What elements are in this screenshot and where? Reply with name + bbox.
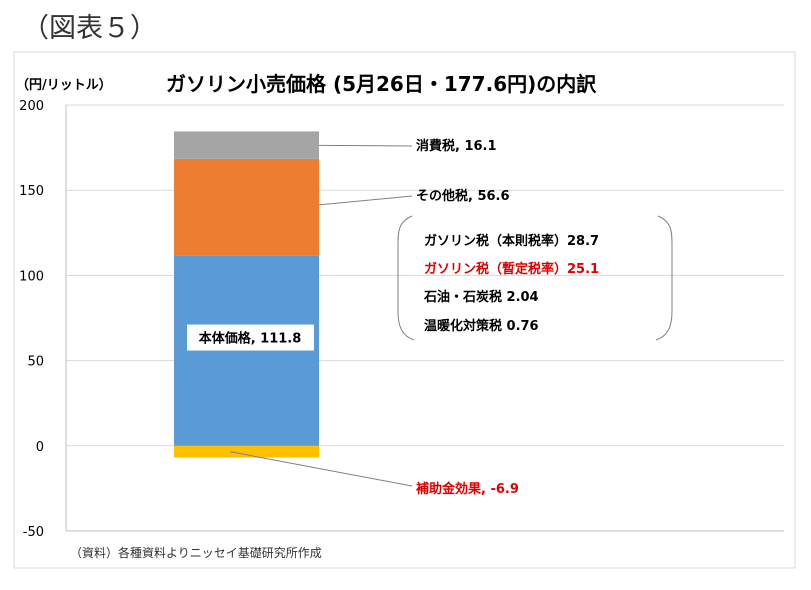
y-tick-label: 150	[19, 184, 44, 199]
y-tick-label: 100	[19, 269, 44, 284]
leader-lines	[229, 144, 413, 487]
data-label: 補助金効果, -6.9	[415, 481, 519, 497]
breakdown-item: ガソリン税（暫定税率）25.1	[424, 261, 599, 277]
tax-breakdown: ガソリン税（本則税率）28.7 ガソリン税（暫定税率）25.1 石油・石炭税 2.0…	[397, 215, 673, 341]
chart-title: ガソリン小売価格 (5月26日・177.6円)の内訳	[166, 72, 597, 96]
leader-line	[318, 144, 413, 147]
breakdown-item: ガソリン税（本則税率）28.7	[424, 233, 599, 249]
breakdown-item: 温暖化対策税 0.76	[424, 318, 539, 334]
y-tick-label: 200	[19, 99, 44, 114]
source-note: （資料）各種資料よりニッセイ基礎研究所作成	[70, 545, 322, 560]
chart-frame	[13, 51, 796, 569]
figure-label: （図表５）	[22, 13, 157, 44]
y-tick-label: 50	[27, 355, 44, 370]
y-axis-label: （円/リットル）	[16, 77, 112, 93]
data-label: 本体価格, 111.8	[199, 331, 302, 347]
bar-segment	[174, 131, 319, 159]
bar-segment	[174, 445, 319, 458]
stacked-bar	[174, 131, 319, 458]
breakdown-item: 石油・石炭税 2.04	[423, 289, 539, 305]
right-brace	[655, 215, 673, 341]
data-labels: 消費税, 16.1 その他税, 56.6 本体価格, 111.8 補助金効果, -6.…	[187, 138, 519, 497]
data-label: その他税, 56.6	[416, 188, 510, 204]
leader-line	[229, 451, 413, 487]
bar-segment	[174, 158, 319, 256]
y-tick-label: 0	[36, 440, 44, 455]
data-label-box	[187, 324, 314, 351]
y-tick-label: -50	[23, 525, 44, 540]
left-brace	[397, 215, 415, 341]
y-axis-ticks: 200 150 100 50 0 -50	[19, 99, 44, 540]
leader-line	[318, 195, 413, 206]
data-label: 消費税, 16.1	[416, 138, 497, 154]
